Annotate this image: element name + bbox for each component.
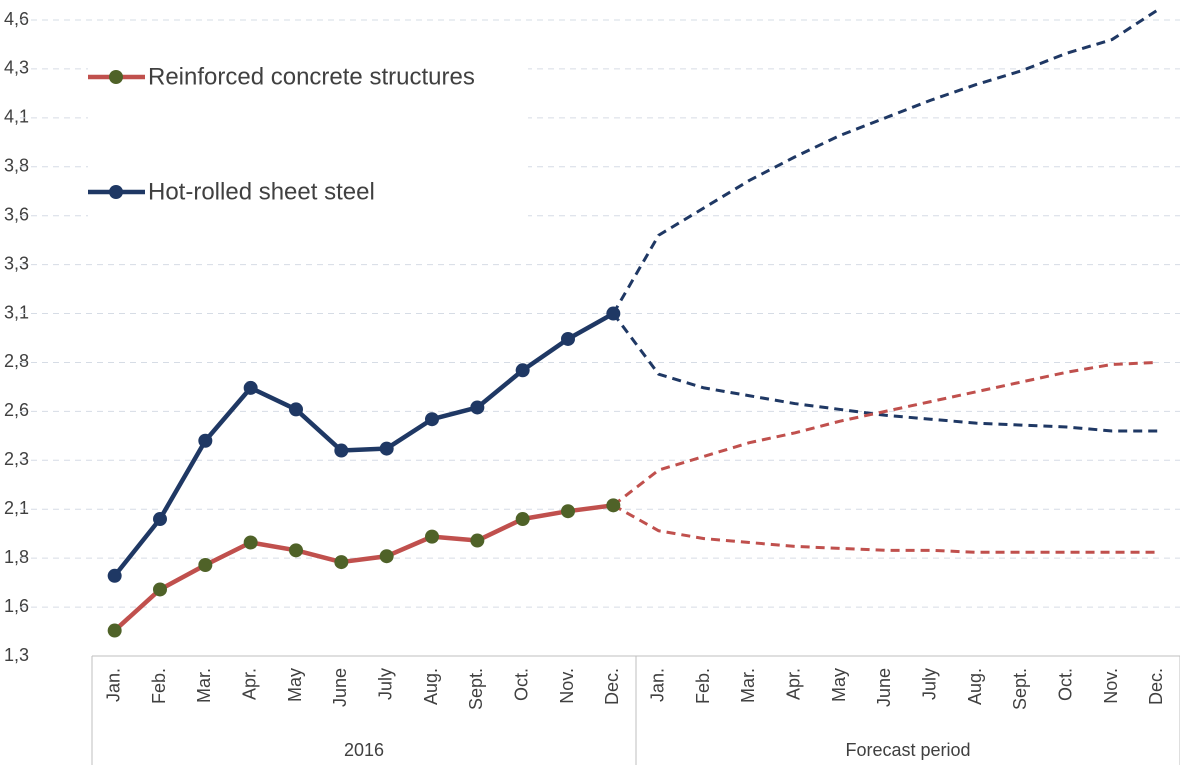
x-tick-label: Dec. [602, 668, 622, 705]
legend-marker [109, 70, 123, 84]
x-tick-label: June [330, 668, 350, 707]
x-tick-label: Feb. [693, 668, 713, 704]
marker [334, 555, 349, 570]
y-tick-label: 3,6 [4, 204, 29, 224]
legend-label: Hot-rolled sheet steel [148, 178, 375, 205]
x-tick-label: June [874, 668, 894, 707]
group-label: 2016 [344, 740, 384, 760]
y-tick-label: 3,3 [4, 253, 29, 273]
legend-box [88, 48, 528, 223]
x-tick-label: Aug. [421, 668, 441, 705]
x-tick-label: Mar. [194, 668, 214, 703]
y-tick-label: 2,6 [4, 400, 29, 420]
y-tick-label: 1,6 [4, 596, 29, 616]
marker [425, 529, 439, 544]
marker [379, 441, 394, 456]
y-tick-label: 4,6 [4, 9, 29, 29]
y-tick-label: 2,8 [4, 351, 29, 371]
marker [243, 380, 258, 395]
x-tick-label: Nov. [557, 668, 577, 704]
y-tick-label: 3,1 [4, 302, 29, 322]
marker [107, 568, 122, 583]
marker [470, 533, 485, 548]
marker [334, 443, 349, 458]
x-tick-label: May [829, 668, 849, 702]
marker [289, 543, 303, 558]
y-tick-label: 1,8 [4, 547, 29, 567]
forecast-line [612, 360, 1158, 507]
marker [243, 535, 258, 550]
marker [289, 402, 303, 417]
marker [198, 433, 213, 448]
group-label: Forecast period [845, 740, 970, 760]
y-tick-label: 2,3 [4, 449, 29, 469]
marker [515, 363, 530, 378]
marker [153, 582, 167, 597]
marker [515, 512, 530, 527]
marker [153, 512, 167, 527]
x-tick-label: May [285, 668, 305, 702]
x-tick-label: Jan. [647, 668, 667, 702]
marker [425, 412, 439, 427]
marker [561, 504, 575, 519]
y-tick-label: 4,3 [4, 58, 29, 78]
x-tick-label: July [919, 668, 939, 700]
forecast-line [612, 8, 1159, 315]
x-tick-label: July [375, 668, 395, 700]
x-tick-label: Sept. [1010, 668, 1030, 710]
x-tick-label: Mar. [738, 668, 758, 703]
forecast-line [612, 504, 1158, 554]
x-tick-label: Aug. [965, 668, 985, 705]
series-line [113, 503, 614, 633]
x-tick-label: Oct. [1055, 668, 1075, 701]
x-tick-label: Feb. [149, 668, 169, 704]
series-line [112, 311, 615, 578]
marker [606, 498, 621, 513]
x-tick-label: Sept. [466, 668, 486, 710]
y-tick-label: 2,1 [4, 498, 29, 518]
x-tick-label: Apr. [239, 668, 259, 700]
marker [379, 549, 394, 564]
marker [470, 400, 485, 415]
marker [107, 623, 122, 638]
marker [561, 331, 575, 346]
marker [198, 558, 213, 573]
y-tick-label: 1,3 [4, 645, 29, 665]
x-tick-label: Nov. [1101, 668, 1121, 704]
forecast-line [612, 312, 1158, 433]
legend-marker [109, 185, 123, 199]
x-tick-label: Oct. [511, 668, 531, 701]
marker [606, 306, 621, 321]
x-tick-label: Jan. [103, 668, 123, 702]
x-tick-label: Dec. [1146, 668, 1166, 705]
y-tick-label: 4,1 [4, 107, 29, 127]
x-tick-label: Apr. [783, 668, 803, 700]
legend-label: Reinforced concrete structures [148, 63, 475, 90]
y-tick-label: 3,8 [4, 156, 29, 176]
